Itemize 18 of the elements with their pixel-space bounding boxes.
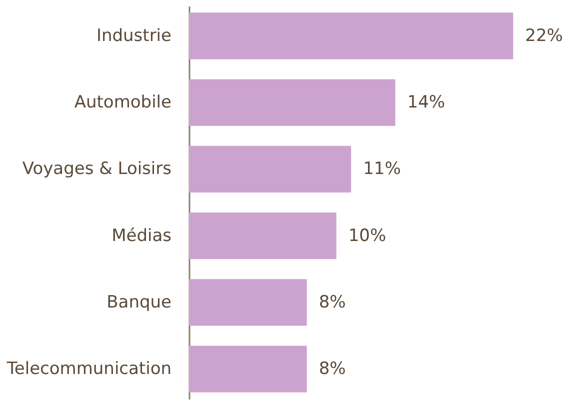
- bar: [189, 346, 307, 392]
- bar: [189, 146, 352, 193]
- data-label: 8%: [318, 359, 346, 380]
- y-tick-label: Industrie: [96, 26, 172, 46]
- data-label: 22%: [525, 26, 563, 46]
- y-tick-label: Automobile: [74, 92, 172, 113]
- bar: [189, 279, 307, 326]
- bar: [189, 79, 396, 126]
- y-tick-label: Voyages & Loisirs: [22, 159, 172, 180]
- data-label: 10%: [348, 226, 386, 246]
- data-label: 14%: [407, 92, 446, 113]
- bar: [189, 212, 336, 260]
- y-tick-label: Banque: [106, 292, 172, 312]
- y-tick-label: Médias: [112, 226, 172, 246]
- y-tick-label: Telecommunication: [6, 359, 172, 380]
- data-label: 11%: [363, 159, 401, 180]
- data-label: 8%: [318, 292, 346, 312]
- bar: [189, 12, 514, 60]
